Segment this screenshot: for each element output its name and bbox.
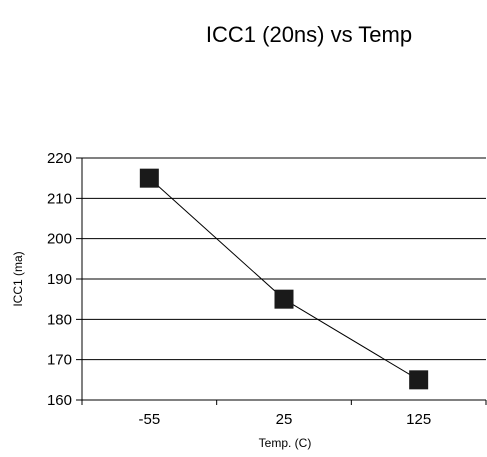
chart-title: ICC1 (20ns) vs Temp (206, 22, 412, 47)
y-axis-label: ICC1 (ma) (11, 251, 25, 306)
x-tick-label: 125 (406, 411, 431, 428)
y-tick-label: 170 (47, 352, 72, 369)
grid (76, 157, 487, 405)
y-tick-label: 210 (47, 190, 72, 207)
data-point (274, 289, 294, 309)
y-tick-label: 190 (47, 271, 72, 288)
x-tick-label: -55 (138, 411, 160, 428)
x-tick-labels: -55 25 125 (138, 411, 431, 428)
series (139, 168, 429, 390)
y-tick-labels: 160 170 180 190 200 210 220 (47, 150, 72, 409)
y-tick-label: 220 (47, 150, 72, 167)
y-tick-label: 160 (47, 392, 72, 409)
y-tick-label: 180 (47, 311, 72, 328)
data-point (139, 168, 159, 188)
y-tick-label: 200 (47, 231, 72, 248)
data-point (409, 370, 429, 390)
x-tick-label: 25 (276, 411, 293, 428)
x-axis-label: Temp. (C) (259, 436, 312, 450)
